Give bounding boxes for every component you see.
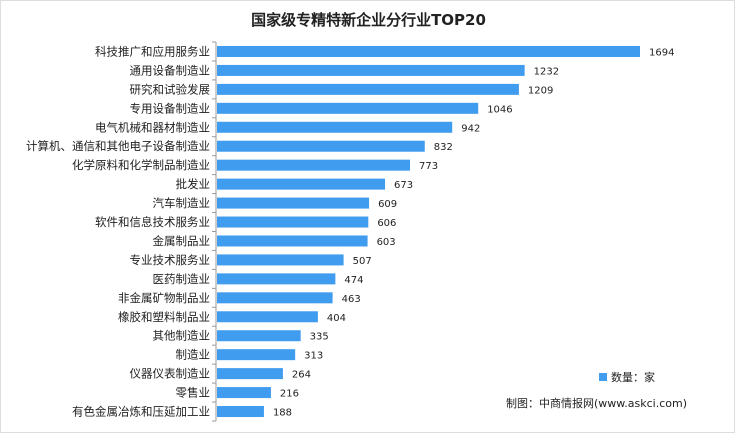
category-label: 批发业 <box>176 177 211 191</box>
data-label: 507 <box>353 256 372 267</box>
bar <box>217 349 296 361</box>
bar <box>217 235 368 247</box>
bar <box>217 45 640 57</box>
bar <box>217 311 318 323</box>
category-label: 零售业 <box>176 386 211 400</box>
data-label: 474 <box>344 275 363 286</box>
bar <box>217 216 369 228</box>
category-label: 研究和试验发展 <box>130 82 211 96</box>
bar <box>217 140 425 152</box>
category-label: 电气机械和器材制造业 <box>95 120 210 134</box>
data-label: 463 <box>342 294 361 305</box>
bar <box>217 330 301 342</box>
bar <box>217 368 283 380</box>
data-label: 404 <box>327 313 346 324</box>
legend-swatch <box>599 373 607 381</box>
legend: 数量：家 <box>599 369 655 385</box>
category-label: 汽车制造业 <box>153 196 211 210</box>
bar <box>217 178 386 190</box>
data-label: 335 <box>310 332 329 343</box>
bar <box>217 159 411 171</box>
data-label: 216 <box>280 389 299 400</box>
category-label: 软件和信息技术服务业 <box>95 215 210 229</box>
bar <box>217 406 264 418</box>
source-note: 制图：中商情报网(www.askci.com) <box>506 397 687 410</box>
category-label: 其他制造业 <box>153 329 211 343</box>
bar <box>217 197 370 209</box>
data-label: 1232 <box>534 66 559 77</box>
legend-label: 数量：家 <box>611 371 655 384</box>
bar <box>217 254 344 266</box>
data-label: 313 <box>304 351 323 362</box>
category-label: 金属制品业 <box>153 234 211 248</box>
category-label: 化学原料和化学制品制造业 <box>72 158 210 172</box>
data-label: 1209 <box>528 85 553 96</box>
bar <box>217 121 453 133</box>
category-label: 专用设备制造业 <box>130 101 211 115</box>
category-label: 医药制造业 <box>153 272 211 286</box>
data-label: 606 <box>377 218 396 229</box>
data-label: 832 <box>434 142 453 153</box>
data-label: 773 <box>419 161 438 172</box>
data-label: 264 <box>292 370 311 381</box>
bar <box>217 64 525 76</box>
bar <box>217 102 479 114</box>
category-label: 有色金属冶炼和压延加工业 <box>72 405 210 419</box>
bar <box>217 83 519 95</box>
chart-title: 国家级专精特新企业分行业TOP20 <box>251 11 486 29</box>
data-label: 188 <box>273 408 292 419</box>
bar <box>217 292 333 304</box>
category-label: 非金属矿物制品业 <box>118 291 210 305</box>
data-label: 942 <box>461 123 480 134</box>
data-label: 1046 <box>487 104 512 115</box>
bar <box>217 273 336 285</box>
category-label: 科技推广和应用服务业 <box>95 44 210 58</box>
data-label: 603 <box>377 237 396 248</box>
data-label: 673 <box>394 180 413 191</box>
category-label: 计算机、通信和其他电子设备制造业 <box>26 139 210 153</box>
bar <box>217 387 271 399</box>
category-label: 通用设备制造业 <box>130 63 211 77</box>
category-label: 仪器仪表制造业 <box>130 367 211 381</box>
category-label: 专业技术服务业 <box>130 253 211 267</box>
category-label: 橡胶和塑料制品业 <box>118 310 210 324</box>
category-label: 制造业 <box>176 348 211 362</box>
data-label: 1694 <box>649 47 674 58</box>
data-label: 609 <box>378 199 397 210</box>
